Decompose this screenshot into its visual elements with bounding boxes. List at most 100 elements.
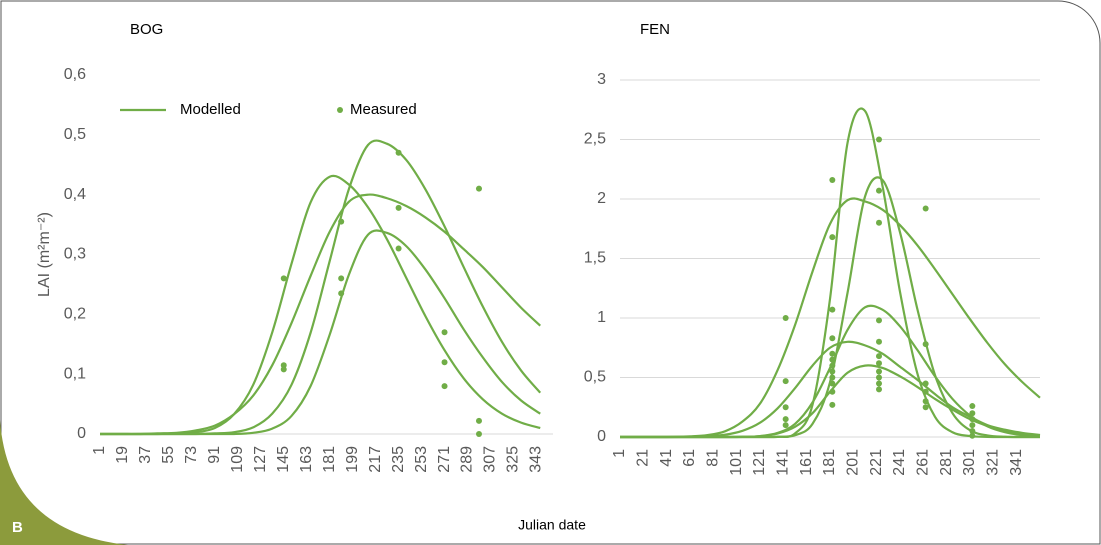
x-tick-label: 201	[845, 449, 862, 476]
measured-point	[829, 335, 836, 342]
measured-point	[782, 378, 789, 385]
measured-point	[475, 431, 482, 437]
measured-point	[876, 360, 882, 367]
x-tick-label: 199	[344, 446, 361, 473]
legend-label: Measured	[350, 101, 417, 118]
x-tick-label: 281	[938, 449, 955, 476]
measured-point	[475, 417, 482, 424]
measured-point	[280, 366, 287, 373]
x-tick-label: 19	[114, 446, 131, 464]
y-axis-label: LAI (m²m⁻²)	[36, 212, 53, 297]
measured-point	[876, 386, 882, 393]
x-tick-label: 325	[505, 446, 522, 473]
y-tick-label: 0,6	[64, 66, 86, 83]
measured-point	[829, 374, 836, 381]
measured-point	[475, 185, 482, 192]
x-tick-label: 55	[160, 446, 177, 464]
measured-point	[782, 422, 789, 429]
measured-point	[922, 380, 929, 387]
measured-point	[441, 329, 448, 336]
measured-point	[829, 350, 836, 357]
x-tick-label: 307	[482, 446, 499, 473]
measured-point	[969, 403, 976, 410]
x-tick-label: 1	[91, 446, 108, 455]
measured-point	[782, 416, 789, 423]
model-curve	[100, 229, 541, 436]
x-tick-label: 141	[775, 449, 792, 476]
measured-point	[969, 410, 976, 417]
x-tick-label: 81	[705, 449, 722, 467]
x-tick-label: 73	[183, 446, 200, 464]
x-tick-label: 321	[985, 449, 1002, 476]
x-tick-label: 301	[961, 449, 978, 476]
x-tick-label: 91	[206, 446, 223, 464]
measured-point	[876, 136, 882, 143]
y-tick-label: 0,4	[64, 186, 86, 203]
measured-point	[829, 306, 836, 313]
x-axis-label: Julian date	[518, 517, 586, 533]
panel-label: B	[12, 519, 23, 536]
x-tick-label: 181	[321, 446, 338, 473]
x-tick-label: 253	[413, 446, 430, 473]
x-tick-label: 343	[528, 446, 545, 473]
measured-point	[829, 356, 836, 363]
measured-point	[829, 380, 836, 387]
x-tick-label: 61	[681, 449, 698, 467]
x-tick-label: 163	[298, 446, 315, 473]
measured-point	[922, 404, 929, 411]
y-tick-label: 0	[77, 425, 86, 442]
x-tick-label: 217	[367, 446, 384, 473]
measured-point	[876, 353, 882, 360]
x-tick-label: 235	[390, 446, 407, 473]
x-tick-label: 145	[275, 446, 292, 473]
measured-point	[969, 422, 976, 429]
measured-point	[829, 234, 836, 241]
measured-point	[280, 362, 287, 369]
x-tick-label: 127	[252, 446, 269, 473]
y-tick-label: 1,5	[584, 250, 606, 267]
measured-point	[829, 176, 836, 183]
x-tick-label: 37	[137, 446, 154, 464]
x-tick-label: 241	[891, 449, 908, 476]
measured-point	[829, 401, 836, 408]
measured-point	[441, 359, 448, 366]
measured-point	[395, 204, 402, 211]
measured-point	[969, 428, 976, 435]
measured-point	[922, 205, 929, 212]
x-tick-label: 21	[635, 449, 652, 467]
y-tick-label: 0,3	[64, 246, 86, 263]
measured-point	[395, 149, 402, 156]
y-tick-label: 3	[597, 71, 606, 88]
x-tick-label: 221	[868, 449, 885, 476]
x-tick-label: 121	[751, 449, 768, 476]
y-tick-label: 1	[597, 309, 606, 326]
measured-point	[876, 317, 882, 324]
y-tick-label: 0	[597, 428, 606, 445]
x-tick-label: 341	[1008, 449, 1025, 476]
measured-point	[876, 374, 882, 381]
y-tick-label: 0,2	[64, 306, 86, 323]
y-tick-label: 2	[597, 190, 606, 207]
measured-point	[782, 404, 789, 411]
corner-decoration	[0, 420, 128, 545]
measured-point	[829, 368, 836, 375]
x-tick-label: 271	[436, 446, 453, 473]
measured-point	[338, 290, 345, 297]
measured-point	[969, 416, 976, 423]
measured-point	[876, 380, 882, 387]
x-tick-label: 181	[821, 449, 838, 476]
measured-point	[338, 275, 345, 282]
x-tick-label: 1	[611, 449, 628, 458]
measured-point	[829, 362, 836, 369]
chart-title: FEN	[640, 21, 670, 38]
y-tick-label: 0,1	[64, 365, 86, 382]
legend-label: Modelled	[180, 101, 241, 118]
measured-point	[876, 338, 882, 345]
measured-point	[922, 341, 929, 348]
measured-point	[338, 218, 345, 225]
x-tick-label: 161	[798, 449, 815, 476]
chart-title: BOG	[130, 21, 163, 38]
measured-point	[969, 432, 976, 439]
measured-point	[441, 383, 448, 390]
